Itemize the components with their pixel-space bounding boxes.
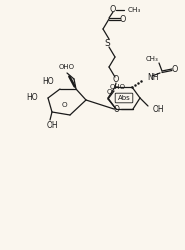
Text: O: O bbox=[113, 76, 119, 84]
Text: O: O bbox=[106, 89, 112, 95]
Text: O: O bbox=[172, 66, 178, 74]
FancyBboxPatch shape bbox=[115, 93, 133, 103]
Text: O: O bbox=[120, 14, 126, 24]
Text: OHO: OHO bbox=[110, 84, 126, 90]
Text: OH: OH bbox=[46, 120, 58, 130]
Text: HO: HO bbox=[42, 78, 54, 86]
Text: OHO: OHO bbox=[59, 64, 75, 70]
Text: CH₃: CH₃ bbox=[145, 56, 158, 62]
Text: O: O bbox=[61, 102, 67, 108]
Text: O: O bbox=[114, 104, 120, 114]
Text: OH: OH bbox=[153, 104, 165, 114]
Text: NH: NH bbox=[147, 72, 159, 82]
Text: S: S bbox=[104, 40, 110, 48]
Text: O: O bbox=[110, 6, 116, 15]
Text: HO: HO bbox=[26, 94, 38, 102]
Text: Abs: Abs bbox=[118, 95, 130, 101]
Text: CH₃: CH₃ bbox=[128, 7, 141, 13]
